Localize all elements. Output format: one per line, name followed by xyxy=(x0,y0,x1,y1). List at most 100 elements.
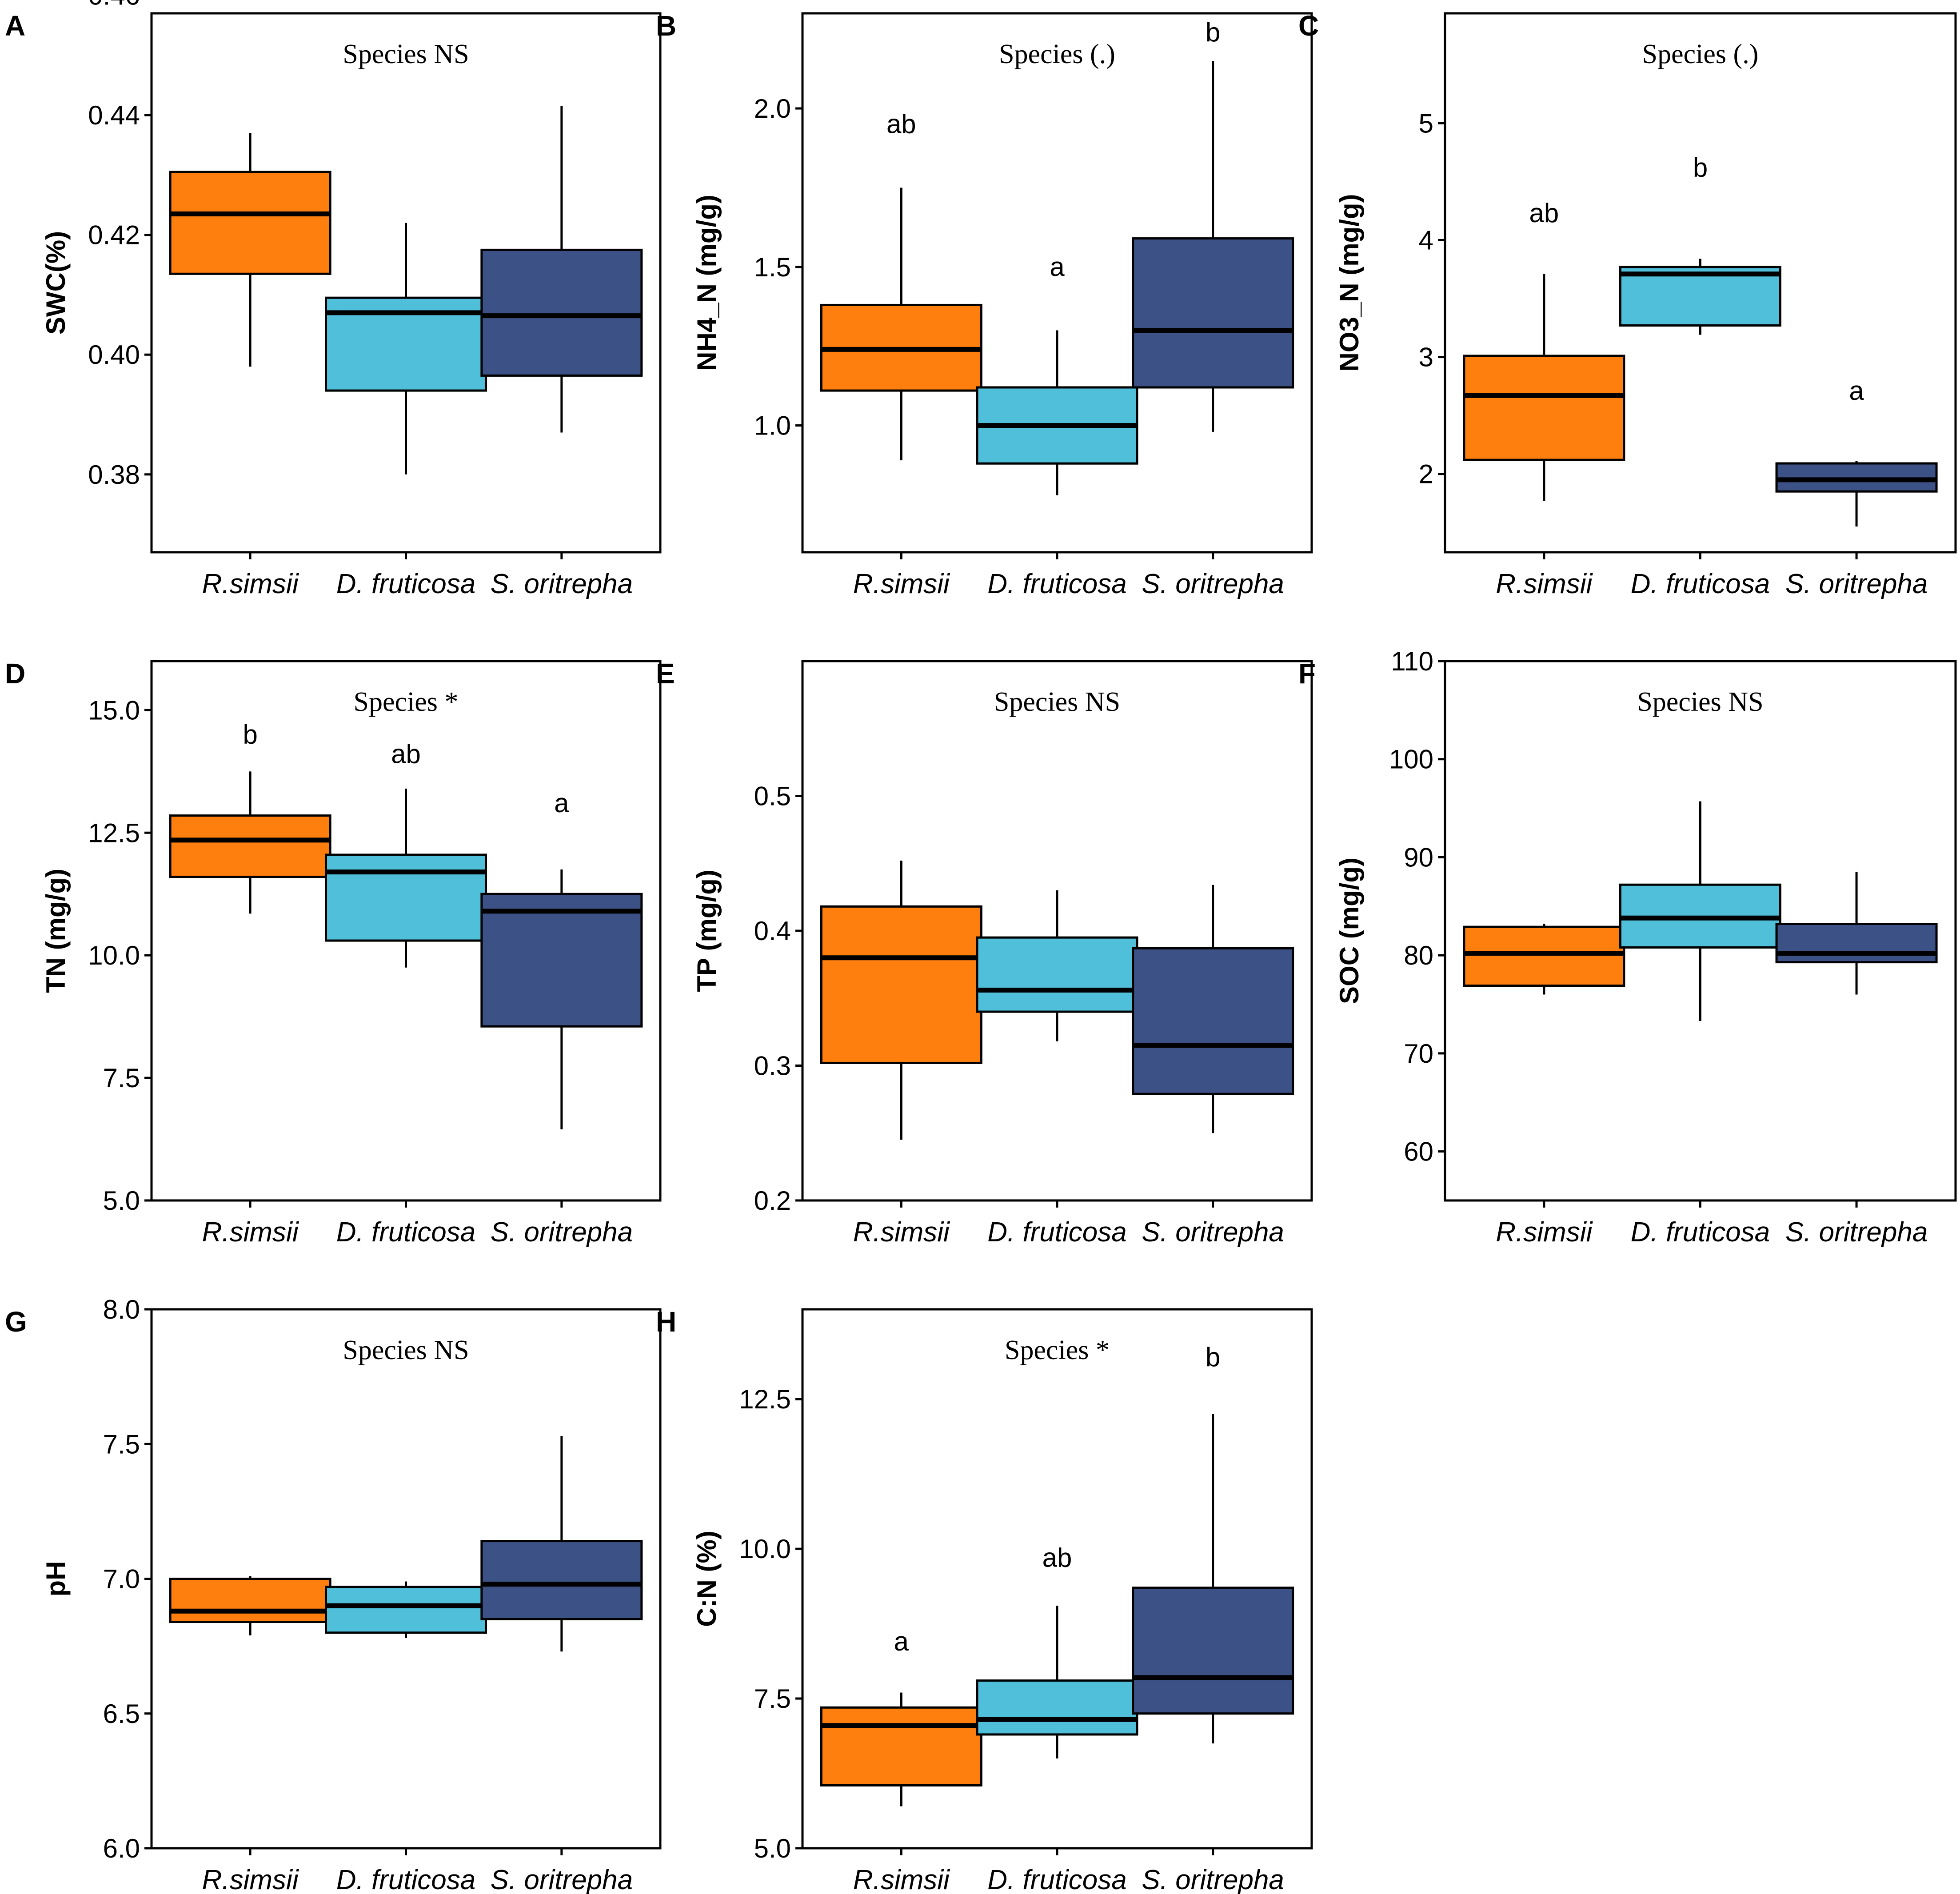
box-iqr xyxy=(1132,237,1294,389)
box-c-1 xyxy=(1463,274,1625,501)
box-a-2 xyxy=(325,223,487,474)
box-e-1 xyxy=(820,861,982,1140)
species-annotation-b: Species (.) xyxy=(999,39,1115,69)
y-tick-label: 0.5 xyxy=(754,782,791,811)
x-category-label: S. oritrepha xyxy=(1785,569,1928,599)
y-tick-label: 7.5 xyxy=(103,1063,140,1093)
x-category-label: D. fruticosa xyxy=(987,1217,1127,1248)
box-f-2 xyxy=(1619,801,1781,1021)
y-tick-label: 7.5 xyxy=(103,1429,140,1459)
y-tick-label: 6.5 xyxy=(103,1699,140,1729)
box-iqr xyxy=(169,814,331,878)
x-category-label: D. fruticosa xyxy=(336,1217,476,1248)
y-tick-label: 70 xyxy=(1404,1039,1433,1069)
y-tick-label: 1.0 xyxy=(754,411,791,441)
box-e-2 xyxy=(976,890,1138,1041)
significance-letter: b xyxy=(243,720,257,750)
y-tick-label: 0.38 xyxy=(88,460,140,490)
x-category-label: S. oritrepha xyxy=(1785,1217,1928,1248)
x-category-label: R.simsii xyxy=(202,1865,299,1894)
y-axis-label-b: NH4_N (mg/g) xyxy=(692,195,722,371)
box-iqr xyxy=(820,1706,982,1786)
box-b-1 xyxy=(820,187,982,461)
x-category-label: R.simsii xyxy=(1496,569,1593,599)
box-d-3 xyxy=(480,869,643,1129)
box-h-3 xyxy=(1132,1414,1294,1744)
significance-letter: a xyxy=(894,1627,909,1656)
box-iqr xyxy=(1132,947,1294,1095)
box-iqr xyxy=(1463,355,1625,461)
box-g-3 xyxy=(480,1436,643,1652)
x-category-label: S. oritrepha xyxy=(1142,1217,1284,1248)
panel-g: G 6.0 6.5 7.0 7.5 8.0 pH Species NS R.simsii D. f… xyxy=(5,1295,662,1894)
box-h-1 xyxy=(820,1692,982,1806)
y-tick-label: 90 xyxy=(1404,842,1433,872)
significance-letter: ab xyxy=(886,109,916,139)
panel-f: F 60 70 80 90 100 110 SOC (mg/g) Species NS R.sim… xyxy=(1298,646,1957,1248)
y-axis-label-g: pH xyxy=(41,1561,71,1597)
box-iqr xyxy=(325,1586,487,1634)
y-axis-label-d: TN (mg/g) xyxy=(41,869,71,993)
box-iqr xyxy=(1132,1587,1294,1715)
x-category-label: D. fruticosa xyxy=(336,1865,476,1894)
significance-letter: a xyxy=(554,788,569,818)
y-tick-label: 4 xyxy=(1419,225,1433,255)
y-tick-label: 8.0 xyxy=(103,1295,140,1324)
box-iqr xyxy=(820,905,982,1064)
y-tick-label: 5 xyxy=(1419,108,1433,138)
box-b-3 xyxy=(1132,61,1294,432)
y-tick-label: 7.5 xyxy=(754,1684,791,1714)
box-f-1 xyxy=(1463,924,1625,995)
x-category-label: S. oritrepha xyxy=(491,1217,633,1248)
y-tick-label: 10.0 xyxy=(739,1534,791,1564)
y-tick-label: 5.0 xyxy=(103,1186,140,1216)
box-f-3 xyxy=(1775,872,1938,995)
y-tick-label: 80 xyxy=(1404,941,1433,970)
y-tick-label: 2.0 xyxy=(754,94,791,124)
significance-letter: ab xyxy=(1529,198,1559,228)
panel-h: H 5.0 7.5 10.0 12.5 C:N (%) Species * R.simsii a… xyxy=(656,1306,1313,1894)
x-category-label: R.simsii xyxy=(202,569,299,599)
y-axis-label-h: C:N (%) xyxy=(692,1531,722,1627)
y-tick-label: 0.44 xyxy=(88,100,140,130)
y-tick-label: 5.0 xyxy=(754,1834,791,1863)
y-tick-label: 0.3 xyxy=(754,1051,791,1081)
box-c-2 xyxy=(1619,259,1781,335)
y-tick-label: 6.0 xyxy=(103,1834,140,1863)
y-tick-label: 110 xyxy=(1391,646,1433,676)
panel-e: E 0.2 0.3 0.4 0.5 TP (mg/g) Species NS R.simsii… xyxy=(656,658,1313,1248)
panel-letter-e: E xyxy=(656,658,675,690)
box-iqr xyxy=(325,853,487,942)
species-annotation-a: Species NS xyxy=(343,39,469,69)
significance-letter: b xyxy=(1206,17,1220,47)
panel-letter-d: D xyxy=(5,658,25,690)
y-axis-label-f: SOC (mg/g) xyxy=(1334,857,1364,1004)
species-annotation-c: Species (.) xyxy=(1642,39,1759,69)
x-category-label: D. fruticosa xyxy=(987,1865,1127,1894)
box-e-3 xyxy=(1132,885,1294,1133)
panel-letter-b: B xyxy=(656,10,676,42)
panel-a: A 0.38 0.40 0.42 0.44 0.46 SWC(%) Species NS R.s… xyxy=(5,0,662,599)
box-g-2 xyxy=(325,1581,487,1638)
x-category-label: S. oritrepha xyxy=(1142,569,1284,599)
box-iqr xyxy=(1775,923,1938,964)
box-iqr xyxy=(976,1679,1138,1736)
box-g-1 xyxy=(169,1576,331,1635)
y-tick-label: 12.5 xyxy=(739,1384,791,1414)
box-a-1 xyxy=(169,133,331,367)
box-iqr xyxy=(1463,925,1625,987)
box-d-1 xyxy=(169,771,331,914)
box-iqr xyxy=(169,171,331,275)
box-iqr xyxy=(480,248,643,377)
box-a-3 xyxy=(480,106,643,433)
y-axis-label-c: NO3_N (mg/g) xyxy=(1334,194,1364,371)
y-tick-label: 12.5 xyxy=(88,818,140,848)
x-category-label: R.simsii xyxy=(202,1217,299,1248)
y-axis-label-a: SWC(%) xyxy=(41,231,71,335)
x-category-label: D. fruticosa xyxy=(1631,1217,1770,1248)
box-iqr xyxy=(976,936,1138,1013)
box-c-3 xyxy=(1775,461,1938,527)
y-tick-label: 0.40 xyxy=(88,340,140,370)
